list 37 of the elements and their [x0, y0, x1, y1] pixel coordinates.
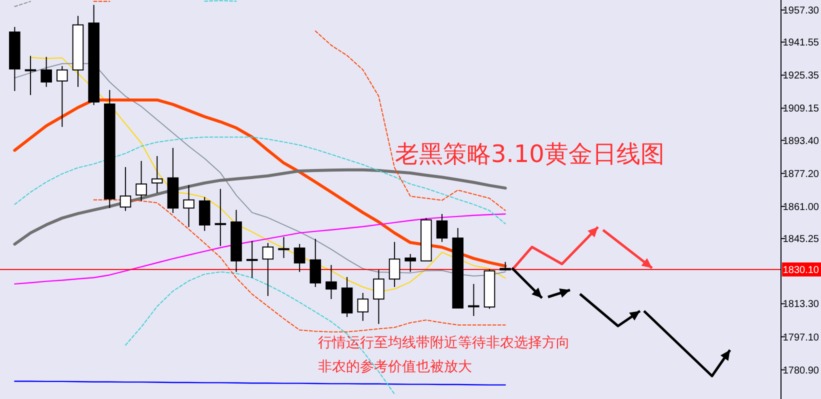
- candlestick: [56, 66, 68, 128]
- y-tick-label: 1925.35: [782, 70, 820, 82]
- candlestick: [326, 264, 337, 300]
- candlestick: [310, 238, 322, 288]
- text: 老黑策略3.10黄金日线图: [395, 140, 664, 168]
- candlestick: [278, 236, 290, 259]
- y-tick-label: 1845.25: [782, 234, 820, 246]
- ref-line-label: 1830.10: [782, 264, 820, 276]
- candlestick: [183, 184, 194, 228]
- candlestick: [404, 253, 416, 272]
- y-tick-label: 1909.15: [782, 104, 820, 115]
- candlestick: [246, 240, 258, 278]
- annotation: 行情运行至均线带附近等待非农选择方向: [318, 335, 570, 351]
- candlestick: [40, 56, 52, 88]
- y-tick-label: 1941.55: [782, 38, 820, 49]
- candlestick: [214, 188, 226, 247]
- line-series: [13, 168, 507, 246]
- annotation: 非农的参考价值也被放大: [318, 359, 472, 375]
- y-tick-label: 1797.10: [782, 332, 820, 344]
- candlestick: [468, 283, 480, 316]
- candlestick: [151, 156, 163, 194]
- candlestick: [294, 243, 306, 272]
- candlestick: [136, 160, 147, 202]
- candlestick: [388, 241, 400, 288]
- candlestick: [373, 269, 384, 324]
- y-tick-label: 1780.90: [782, 365, 820, 376]
- y-tick-label: 1893.40: [782, 136, 820, 147]
- candlestick: [357, 292, 369, 322]
- line-series: [14, 213, 506, 285]
- candlestick: [24, 55, 36, 96]
- candlestick: [436, 213, 448, 242]
- y-tick-label: 1957.30: [782, 5, 820, 16]
- y-tick-label: 1813.30: [782, 299, 820, 310]
- y-tick-label: 1877.20: [782, 168, 820, 180]
- candlestick: [262, 242, 274, 296]
- candlestick: [120, 166, 132, 212]
- y-tick-label: 1861.00: [782, 202, 820, 213]
